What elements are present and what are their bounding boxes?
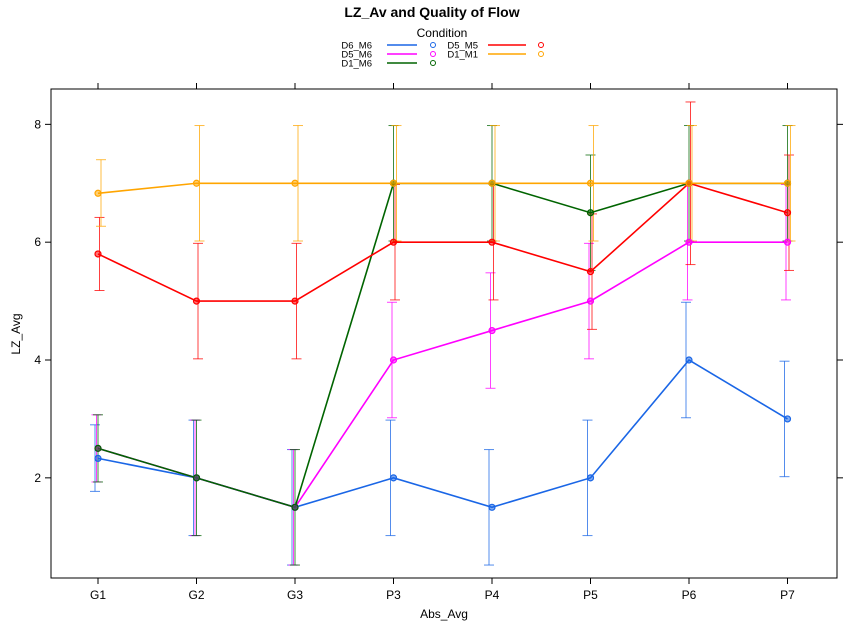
data-point: [586, 179, 595, 187]
legend-label: D5_M5: [447, 41, 478, 52]
series-line: [97, 241, 788, 509]
data-point: [192, 474, 201, 482]
data-point: [192, 179, 201, 187]
y-tick-label: 8: [34, 117, 41, 131]
legend-point-swatch: [538, 42, 544, 48]
data-point: [586, 297, 595, 305]
data-point: [94, 454, 102, 463]
data-point: [389, 474, 398, 482]
data-point: [783, 415, 792, 423]
data-point: [389, 356, 398, 364]
x-tick-label: G1: [90, 588, 106, 602]
legend-label: D6_M6: [341, 41, 372, 52]
axes: G1 G2 G3 P3 P4 P5 P6 P7 2 4 6 8: [34, 83, 843, 602]
legend-point-swatch: [430, 60, 436, 66]
y-tick-label: 4: [34, 353, 41, 367]
data-point: [389, 238, 398, 246]
y-axis-label: LZ_Avg: [9, 313, 23, 354]
data-point: [685, 179, 693, 187]
data-point: [488, 238, 496, 246]
x-axis-label: Abs_Avg: [420, 607, 468, 621]
data-point: [389, 179, 398, 187]
series-line: [97, 358, 788, 509]
data-point: [685, 238, 693, 246]
x-tick-label: G3: [287, 588, 303, 602]
y-tick-label: 6: [34, 235, 41, 249]
y-tick-label: 2: [34, 471, 41, 485]
data-point: [783, 179, 792, 187]
x-tick-label: P3: [386, 588, 401, 602]
series-lines: [97, 182, 788, 509]
data-point: [586, 209, 595, 217]
series-line: [97, 182, 788, 195]
data-point: [685, 356, 693, 364]
data-point: [291, 179, 299, 187]
x-tick-label: P7: [780, 588, 795, 602]
series-line: [97, 182, 788, 302]
error-bars: [90, 101, 796, 566]
legend-label: D1_M1: [447, 50, 478, 61]
data-point: [94, 189, 102, 197]
legend-title: Condition: [417, 26, 468, 40]
legend-point-swatch: [430, 42, 436, 48]
x-tick-label: G2: [188, 588, 204, 602]
data-point: [488, 503, 496, 511]
legend-point-swatch: [538, 51, 544, 57]
data-point: [783, 209, 792, 217]
plot-panel: [50, 88, 838, 579]
x-tick-label: P6: [682, 588, 697, 602]
data-point: [586, 268, 595, 276]
data-point: [488, 179, 496, 187]
data-point: [192, 297, 201, 305]
series-points: [94, 179, 792, 511]
x-tick-label: P4: [485, 588, 500, 602]
data-point: [94, 444, 102, 452]
data-point: [488, 326, 496, 335]
data-point: [783, 238, 792, 246]
data-point: [291, 297, 299, 305]
chart-title: LZ_Av and Quality of Flow: [344, 4, 519, 20]
data-point: [291, 503, 299, 511]
x-tick-label: P5: [583, 588, 598, 602]
legend-label: D1_M6: [341, 59, 372, 70]
legend-point-swatch: [430, 51, 436, 57]
data-point: [94, 250, 102, 258]
legend-label: D5_M6: [341, 50, 372, 61]
data-point: [586, 474, 595, 482]
